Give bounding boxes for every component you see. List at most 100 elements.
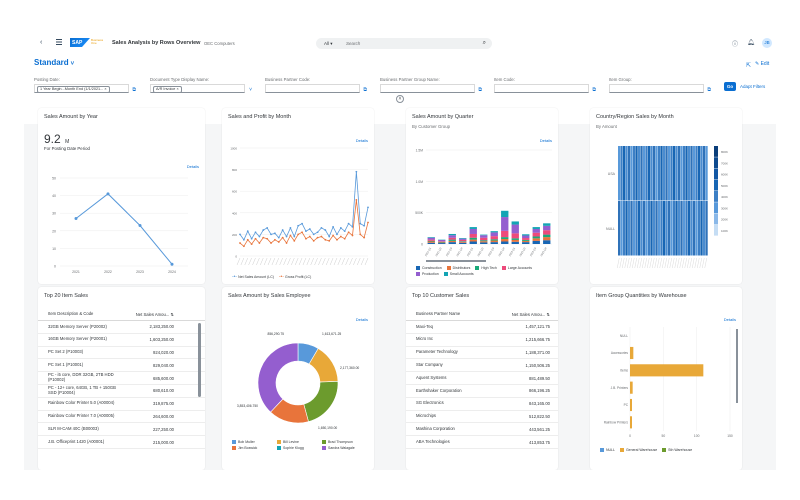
table-row[interactable]: Parameter Technology 1,188,371.00	[406, 347, 558, 360]
go-button[interactable]: Go	[724, 82, 736, 91]
x-tick-label	[629, 257, 632, 269]
legend-item[interactable]: Sth Warehouse	[662, 448, 692, 452]
legend-item[interactable]: Large Accounts	[501, 266, 532, 270]
table-row[interactable]: Earthshaker Corporation 866,196.25	[406, 385, 558, 398]
x-tick-label	[652, 257, 655, 269]
bar-segment	[448, 235, 456, 238]
legend-item[interactable]: Distributors	[446, 266, 470, 270]
data-point	[277, 241, 280, 243]
table-row[interactable]: Maxi-Teq 1,457,121.75	[406, 321, 558, 334]
filter-token[interactable]: 1 Year Begin...Month End (1/1/2021... ×	[37, 86, 110, 93]
heatmap-cell	[703, 146, 706, 201]
table-row[interactable]: J.B. Officeprint 1420 (A00001) 215,000.00	[38, 436, 205, 449]
legend-item[interactable]: High Tech	[475, 266, 497, 270]
bp-group-field[interactable]: ⧉	[380, 84, 482, 93]
global-search[interactable]: All ▾ Search ⌕	[316, 38, 492, 49]
value-help-icon[interactable]: ⧉	[363, 87, 367, 93]
row-name: PC - 12+ core, 64GB, 1 TB + 150GB SSD (P…	[48, 385, 116, 395]
details-link[interactable]: Details	[539, 138, 552, 143]
table-row[interactable]: PC - i5 core, DDR 32GB, 2TB HDD (P10002)…	[38, 372, 205, 385]
adapt-filters-button[interactable]: Adapt Filters	[740, 84, 766, 89]
posting-date-field[interactable]: 1 Year Begin...Month End (1/1/2021... × ⧉	[34, 84, 136, 93]
legend-item[interactable]: NULL	[600, 448, 615, 452]
table-row[interactable]: PC Set 1 (P10001) 829,040.00	[38, 359, 205, 373]
share-icon[interactable]: ⇱	[746, 63, 752, 69]
heatmap-cell	[675, 201, 678, 256]
value-help-icon[interactable]: ⧉	[707, 87, 711, 93]
variant-selector[interactable]: Standard ˅	[34, 58, 75, 67]
card-sales-quarter[interactable]: Sales Amount by Quarter By Customer Grou…	[406, 108, 558, 284]
y-tick-label: 400	[232, 211, 237, 215]
legend-item[interactable]: Production	[416, 271, 439, 276]
legend-item[interactable]: Sandra Walagale	[322, 445, 362, 450]
card-country-month[interactable]: Country/Region Sales by Month By Amount …	[590, 108, 742, 284]
table-row[interactable]: 16GB Memory Server (P20001) 1,603,250.00	[38, 334, 205, 347]
avatar[interactable]: JB	[762, 38, 772, 48]
value-help-icon[interactable]: ⧉	[132, 87, 136, 93]
y-tick-label: 40	[52, 194, 56, 198]
data-point	[339, 235, 342, 238]
table-row[interactable]: Rainbow Color Printer 5.0 (A00004) 319,87…	[38, 398, 205, 411]
search-input[interactable]: Search	[346, 41, 361, 46]
chevron-down-icon[interactable]: ˅	[249, 87, 252, 93]
table-row[interactable]: Aquent Systems 881,489.50	[406, 372, 558, 385]
legend-item[interactable]: Brad Thompson	[322, 440, 362, 444]
collapse-header-button[interactable]: ˄	[396, 95, 404, 103]
table-row[interactable]: Rainbow Color Printer 7.0 (A00005) 264,60…	[38, 411, 205, 424]
card-top-customers[interactable]: Top 10 Customer Sales Business Partner N…	[406, 287, 558, 470]
legend-item[interactable]: Bill Levine	[277, 440, 317, 444]
table-row[interactable]: Micro Inc 1,215,666.75	[406, 334, 558, 347]
details-link[interactable]: Details	[723, 317, 736, 322]
card-top-items[interactable]: Top 20 Item Sales Item Description & Cod…	[38, 287, 205, 470]
legend-item[interactable]: General Warehouse	[619, 448, 657, 452]
card-item-group-warehouse[interactable]: Item Group Quantities by Warehouse Detai…	[590, 287, 742, 470]
heatmap-cell	[620, 146, 623, 201]
scrollbar[interactable]	[198, 323, 201, 397]
heatmap-cell	[685, 201, 688, 256]
card-sales-profit-month[interactable]: Sales and Profit by Month Details 0 200 40…	[222, 108, 374, 284]
value-help-icon[interactable]: ⧉	[592, 87, 596, 93]
item-group-field[interactable]: ⧉	[609, 84, 711, 93]
help-icon[interactable]: ⓘ	[732, 42, 739, 48]
table-row[interactable]: PC - 12+ core, 64GB, 1 TB + 150GB SSD (P…	[38, 385, 205, 398]
menu-icon[interactable]	[56, 39, 62, 45]
row-value: 319,875.00	[153, 401, 174, 407]
legend-item[interactable]: Sophie Klogg	[277, 445, 317, 450]
table-row[interactable]: ABA Technologies 413,853.75	[406, 436, 558, 449]
edit-button[interactable]: ✎ Edit	[755, 61, 770, 67]
table-row[interactable]: PC Set 2 (P10003) 924,020.00	[38, 347, 205, 360]
bar-segment	[522, 238, 530, 240]
legend-item[interactable]: Small Accounts	[443, 271, 474, 276]
details-link[interactable]: Details	[186, 164, 199, 169]
bell-icon[interactable]: 🔔︎	[747, 40, 755, 46]
card-sales-employee[interactable]: Sales Amount by Sales Employee Details 8…	[222, 287, 374, 470]
data-point	[336, 233, 338, 236]
table-row[interactable]: Microchips 512,822.50	[406, 411, 558, 424]
filter-token[interactable]: A/R Invoice ×	[153, 86, 182, 93]
table-row[interactable]: Star Company 1,150,506.25	[406, 359, 558, 373]
table-row[interactable]: Mashina Corporation 443,561.25	[406, 423, 558, 437]
search-icon[interactable]: ⌕	[482, 40, 486, 46]
bar-segment	[438, 241, 446, 242]
table-row[interactable]: 32GB Memory Server (P20002) 2,183,250.00	[38, 321, 205, 334]
donut-slice	[303, 381, 339, 422]
legend-item[interactable]: Construction	[416, 266, 442, 270]
table-row[interactable]: SG Electronics 843,165.00	[406, 398, 558, 411]
card-sales-by-year[interactable]: Sales Amount by Year 9.2 M For Posting D…	[38, 108, 205, 284]
item-code-field[interactable]: ⧉	[494, 84, 596, 93]
table-row[interactable]: SLR M-CAM 40C (B00003) 227,250.00	[38, 423, 205, 437]
data-point	[320, 227, 323, 229]
document-type-field[interactable]: A/R Invoice × ˅	[150, 84, 252, 93]
legend-item[interactable]: Jim Boswick	[232, 445, 272, 450]
search-scope[interactable]: All ▾	[324, 41, 333, 46]
x-tick-label: 100	[694, 434, 700, 438]
heatmap-cell	[668, 201, 671, 256]
details-link[interactable]: Details	[355, 317, 368, 322]
legend-item[interactable]: Bob Muller	[232, 440, 272, 444]
back-icon[interactable]: ‹	[40, 39, 43, 46]
heatmap-cell	[623, 146, 626, 201]
data-point	[239, 242, 241, 244]
value-help-icon[interactable]: ⧉	[478, 87, 482, 93]
details-link[interactable]: Details	[355, 138, 368, 143]
bp-code-field[interactable]: ⧉	[265, 84, 367, 93]
